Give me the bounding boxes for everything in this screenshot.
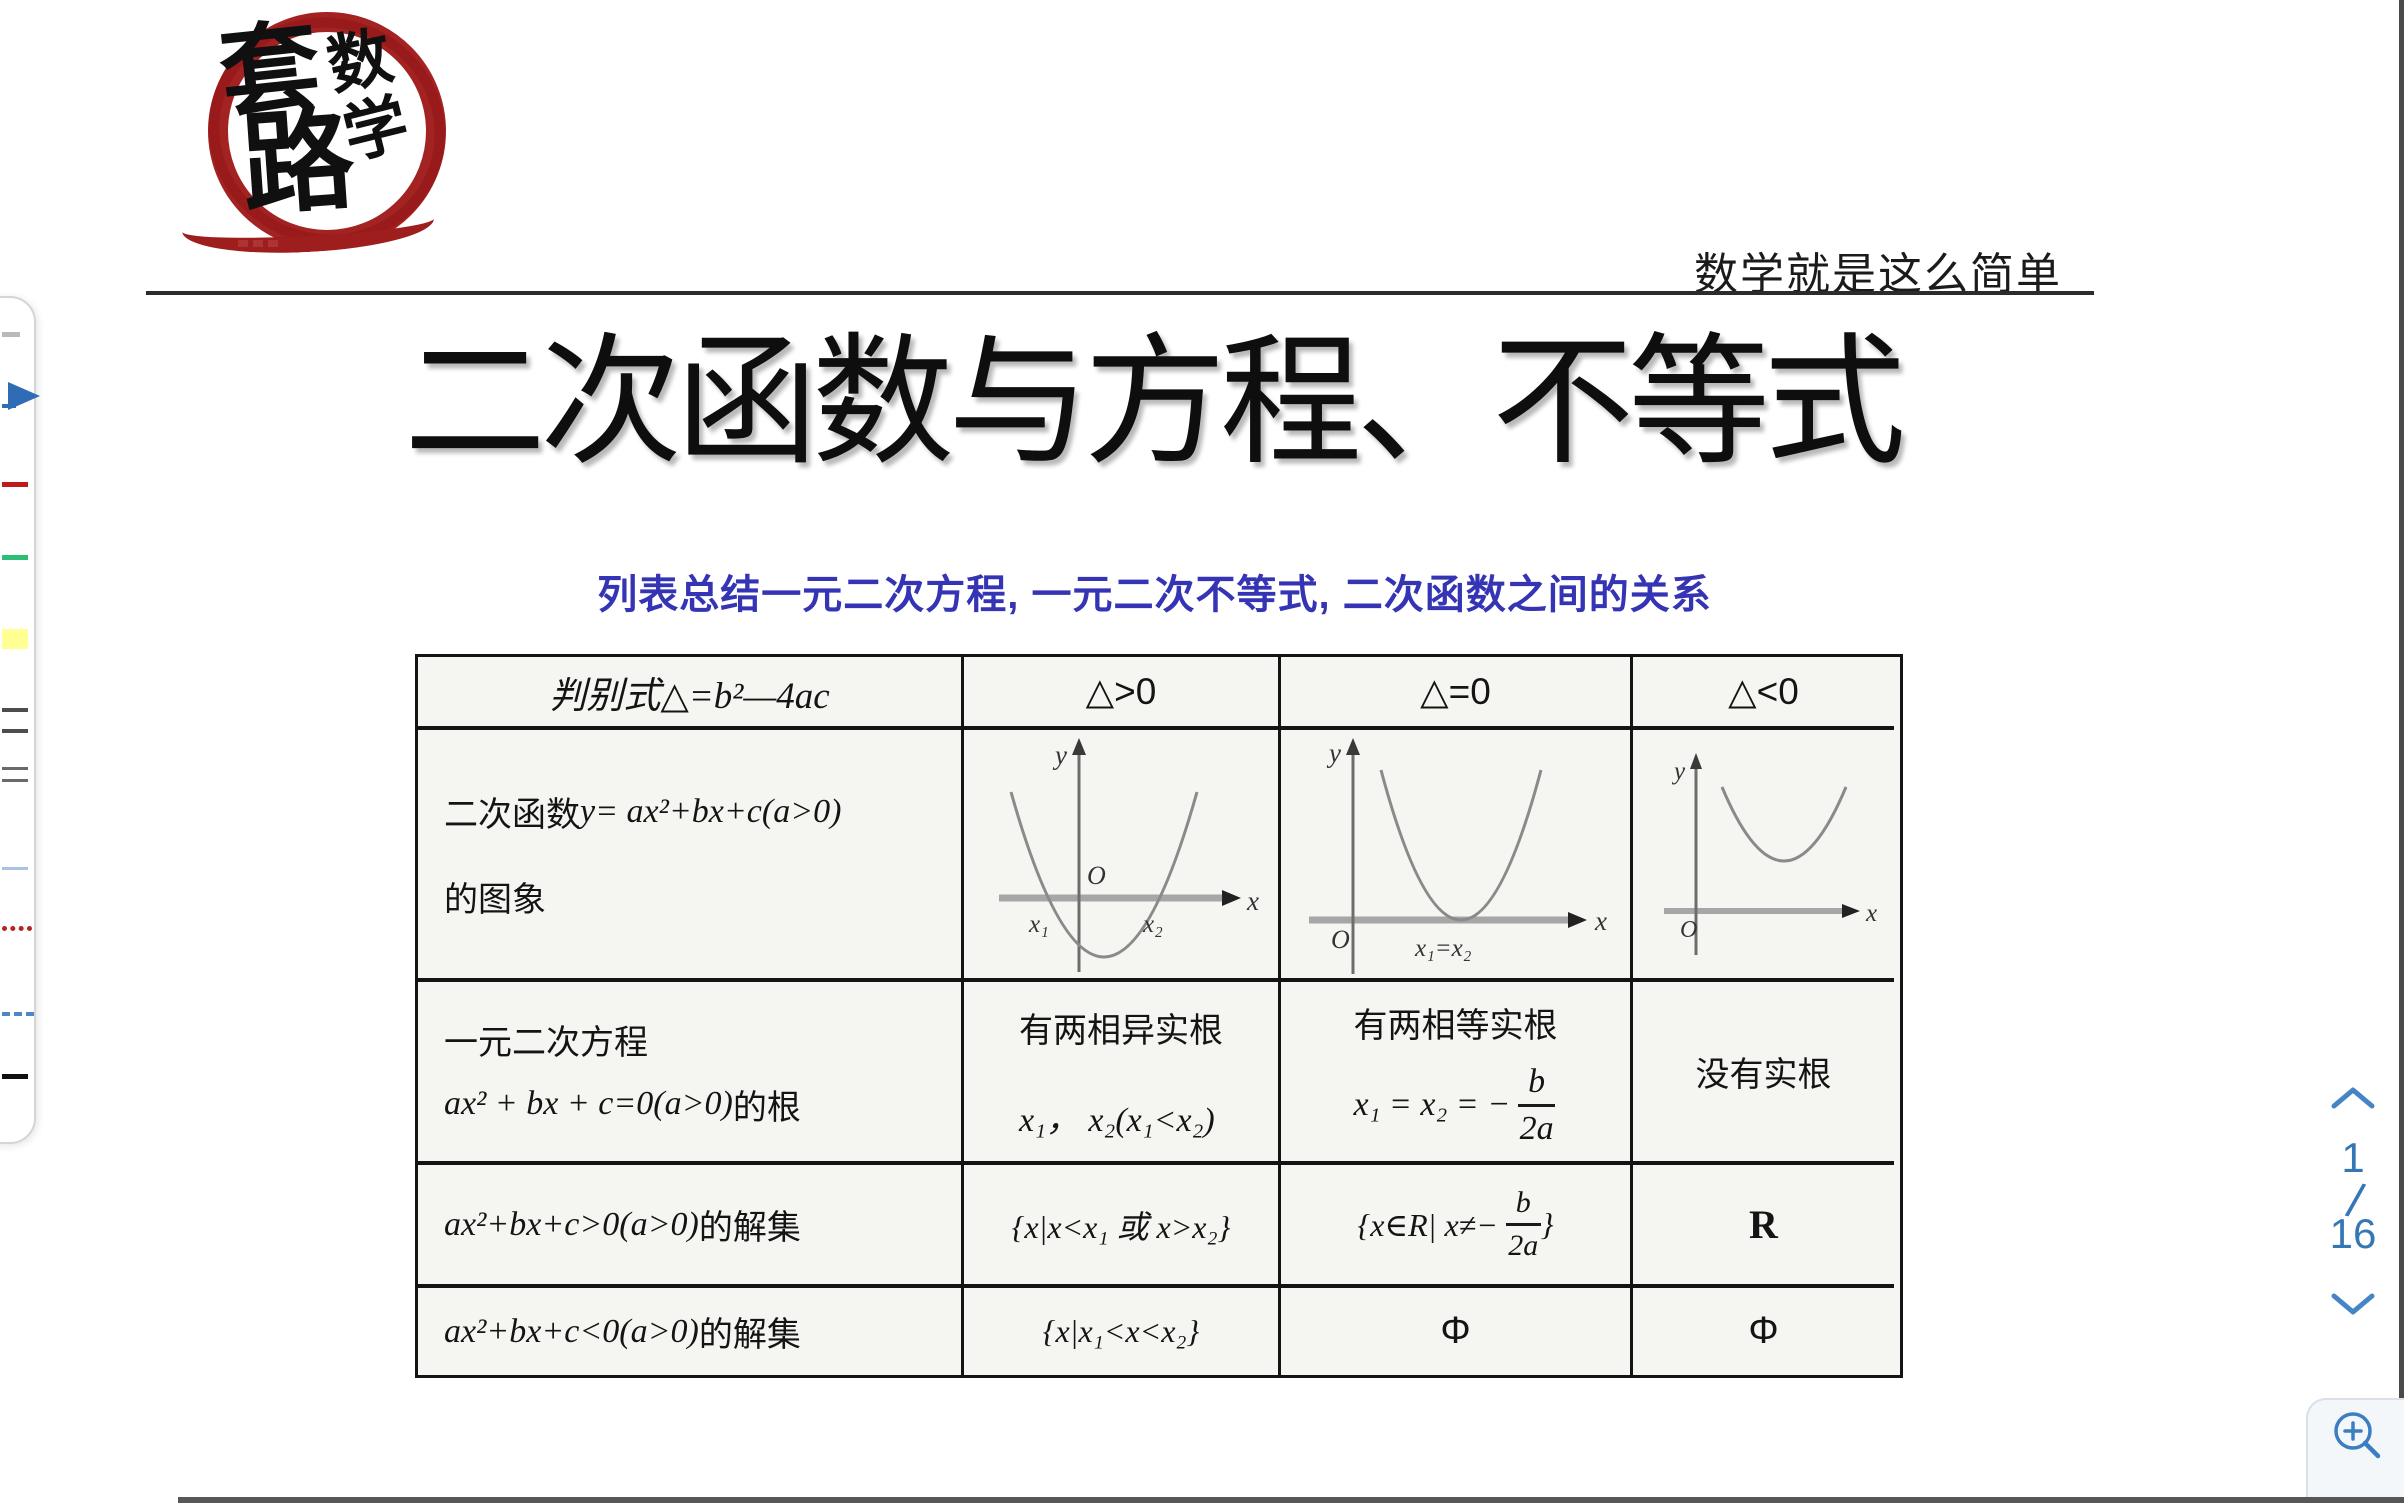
- line-swatch-green[interactable]: [2, 555, 28, 560]
- roots-delta-positive-cell: 有两相异实根 x₁， x₂(x₁<x₂): [964, 982, 1281, 1165]
- graph-no-roots-cell: y O x: [1633, 730, 1894, 982]
- screen-edge-right: [2399, 0, 2404, 1398]
- roots-label-line1: 一元二次方程: [444, 1023, 648, 1062]
- brand-logo: 套 数 学 路: [180, 4, 460, 260]
- axis-label-y: y: [1671, 758, 1686, 785]
- axis-label-x: x: [1865, 900, 1877, 927]
- logo-char-lu: 路: [237, 98, 359, 230]
- table-header-delta-positive: △>0: [964, 657, 1281, 730]
- equal-roots-label: x₁=x₂: [1414, 935, 1472, 962]
- line-swatch-yellow-highlight[interactable]: [2, 629, 28, 649]
- no-real-roots-text: 没有实根: [1695, 1056, 1832, 1094]
- lt-delta-negative-cell: Φ: [1633, 1288, 1894, 1375]
- table-header-discriminant: 判别式△=b²—4ac: [418, 657, 964, 730]
- graph-two-roots-cell: y O x₁ x₂ x: [964, 730, 1281, 982]
- slide-subtitle: 列表总结一元二次方程, 一元二次不等式, 二次函数之间的关系: [597, 573, 1712, 617]
- relation-table: 判别式△=b²—4ac △>0 △=0 △<0 二次函数 y= ax²+bx+c…: [415, 654, 1903, 1378]
- lt-delta-positive-cell: {x|x₁<x<x₂}: [964, 1288, 1281, 1375]
- gt-solution-suffix: }: [1540, 1206, 1554, 1242]
- roots-label-suffix: 的根: [732, 1088, 801, 1127]
- gt-label-equation: ax²+bx+c>0(a>0): [444, 1205, 699, 1243]
- axis-label-y: y: [1326, 738, 1341, 768]
- origin-label: O: [1087, 861, 1106, 890]
- lt-label-suffix: 的解集: [698, 1316, 801, 1354]
- gt-solution-set-two-roots: {x|x<x₁ 或 x>x₂}: [1011, 1208, 1231, 1245]
- two-distinct-roots-text: 有两相异实根: [1019, 1011, 1223, 1050]
- roots-label-equation: ax² + bx + c=0(a>0): [444, 1085, 733, 1122]
- pager-current-page: 1: [2341, 1134, 2365, 1181]
- page-title: 二次函数与方程、不等式: [404, 324, 1906, 482]
- real-set-symbol: R: [1749, 1202, 1778, 1247]
- zoom-panel: [2306, 1398, 2404, 1503]
- fraction-b-over-2a: b 2a: [1505, 1188, 1541, 1261]
- header-divider: [146, 291, 2094, 295]
- line-swatch-thin-1[interactable]: [2, 767, 28, 770]
- gt-delta-negative-cell: R: [1633, 1165, 1894, 1288]
- logo-seal: [238, 240, 278, 247]
- line-swatch-dark-2[interactable]: [2, 729, 28, 733]
- gt-delta-zero-cell: {x∈R| x≠− b 2a }: [1281, 1165, 1633, 1288]
- axis-label-y: y: [1052, 740, 1067, 770]
- gt-delta-positive-cell: {x|x<x₁ 或 x>x₂}: [964, 1165, 1281, 1288]
- line-swatch-red-dotted[interactable]: [2, 926, 32, 931]
- chevron-down-icon[interactable]: [2324, 1288, 2382, 1320]
- lt-delta-zero-cell: Φ: [1281, 1288, 1633, 1375]
- lt-solution-set: {x|x₁<x<x₂}: [1042, 1313, 1200, 1349]
- graph-row-label-math: y= ax²+bx+c(a>0): [580, 792, 842, 830]
- parabola-double-root-graph: y O x₁=x₂ x: [1308, 738, 1607, 974]
- axis-label-x: x: [1246, 886, 1259, 916]
- row-graph-label: 二次函数 y= ax²+bx+c(a>0) 的图象: [418, 730, 964, 982]
- row-roots-label: 一元二次方程 ax² + bx + c=0(a>0) 的根: [418, 982, 964, 1165]
- chevron-up-icon[interactable]: [2324, 1082, 2382, 1114]
- root-x1-label: x₁: [1028, 911, 1049, 938]
- line-swatch-black[interactable]: [2, 1074, 28, 1079]
- two-equal-roots-text: 有两相等实根: [1353, 1006, 1558, 1045]
- lt-label-equation: ax²+bx+c<0(a>0): [444, 1312, 699, 1350]
- fraction-b-over-2a: b 2a: [1518, 1062, 1556, 1147]
- root-x2-label: x₂: [1142, 911, 1163, 938]
- gt-solution-prefix: {x∈R| x≠−: [1357, 1206, 1498, 1243]
- screen-edge-bottom: [178, 1497, 2404, 1503]
- roots-delta-negative-cell: 没有实根: [1633, 982, 1894, 1165]
- blue-arrow-icon[interactable]: [8, 382, 40, 410]
- line-swatch-thin-2[interactable]: [2, 779, 28, 782]
- graph-row-label-cn: 二次函数: [444, 796, 580, 834]
- row-gt-label: ax²+bx+c>0(a>0) 的解集: [418, 1165, 964, 1288]
- row-lt-label: ax²+bx+c<0(a>0) 的解集: [418, 1288, 964, 1375]
- line-swatch-gray-short[interactable]: [2, 332, 20, 337]
- logo-char-shu: 数: [321, 20, 399, 103]
- origin-label: O: [1680, 917, 1697, 943]
- line-swatch-red[interactable]: [2, 482, 28, 487]
- axis-label-x: x: [1594, 906, 1607, 936]
- empty-set-symbol: Φ: [1440, 1310, 1471, 1352]
- zoom-in-icon[interactable]: [2326, 1404, 2390, 1468]
- two-distinct-roots-formula: x₁， x₂(x₁<x₂): [1019, 1101, 1215, 1139]
- line-style-panel: [0, 296, 40, 1144]
- graph-row-label-cn2: 的图象: [444, 881, 546, 919]
- line-swatch-light-blue[interactable]: [2, 867, 28, 870]
- line-swatch-dark-1[interactable]: [2, 708, 28, 712]
- gt-label-suffix: 的解集: [698, 1209, 801, 1247]
- table-header-delta-zero: △=0: [1281, 657, 1633, 730]
- pager-total-pages: 16: [2329, 1210, 2377, 1257]
- parabola-two-roots-graph: y O x₁ x₂ x: [999, 738, 1259, 972]
- roots-delta-zero-cell: 有两相等实根 x₁ = x₂ = − b 2a: [1281, 982, 1633, 1165]
- equal-roots-formula-prefix: x₁ = x₂ = −: [1353, 1086, 1511, 1123]
- table-header-delta-negative: △<0: [1633, 657, 1894, 730]
- brand-slogan: 数学就是这么简单: [1694, 250, 2062, 299]
- origin-label: O: [1331, 925, 1350, 954]
- graph-double-root-cell: y O x₁=x₂ x: [1281, 730, 1633, 982]
- line-swatch-blue-dashed[interactable]: [2, 1012, 34, 1016]
- parabola-no-roots-graph: y O x: [1663, 753, 1877, 955]
- empty-set-symbol: Φ: [1748, 1310, 1779, 1352]
